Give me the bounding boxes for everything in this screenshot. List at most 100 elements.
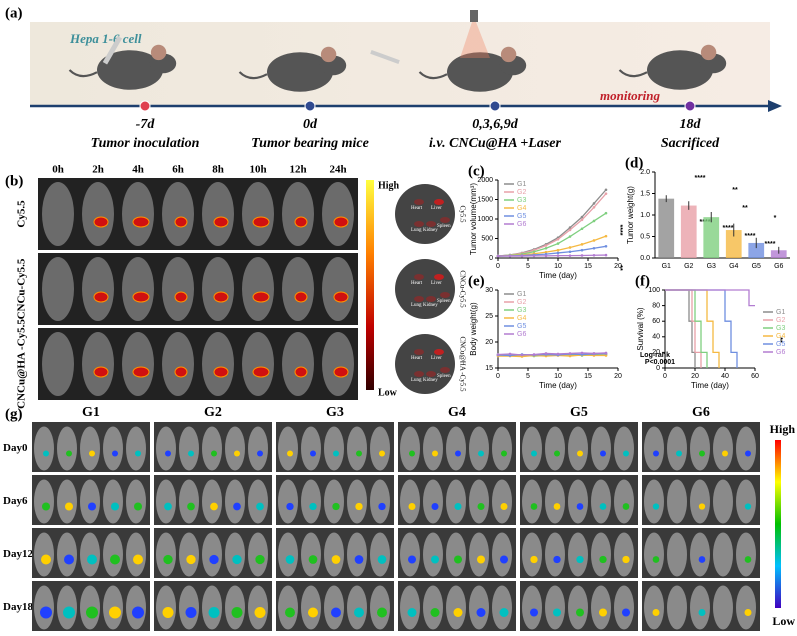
time-label: 0h	[52, 164, 64, 176]
mouse-image	[301, 479, 321, 524]
x-tick-label: 10	[554, 263, 562, 270]
luminescence	[455, 450, 461, 457]
fluorescence	[333, 216, 349, 228]
mouse-ear	[500, 46, 517, 63]
luminescence	[553, 608, 561, 617]
day-label: Day0	[3, 442, 28, 454]
panel-label: (b)	[5, 173, 23, 189]
organ-label: Lung	[411, 228, 422, 233]
mouse-image	[103, 479, 123, 524]
panel-label: (g)	[5, 406, 23, 422]
mouse-image	[469, 479, 489, 524]
mouse-image	[347, 479, 367, 524]
luminescence	[111, 502, 119, 511]
fluorescence	[132, 291, 150, 303]
annotation: Log-rank	[640, 352, 670, 359]
timeline-day: 0,3,6,9d	[472, 117, 519, 132]
luminescence	[188, 450, 194, 457]
mouse-image	[42, 182, 74, 246]
organ-label: Spleen	[437, 299, 451, 304]
time-label: 4h	[132, 164, 144, 176]
mouse-image	[202, 332, 234, 396]
organ-label: Liver	[431, 281, 442, 286]
y-tick-label: 500	[481, 235, 493, 242]
series-line	[497, 352, 607, 356]
legend-label: G6	[517, 331, 526, 338]
luminescence	[377, 607, 387, 618]
luminescence	[254, 607, 266, 618]
luminescence	[185, 607, 197, 618]
organ-row-label: CNCu@HA -Cy5.5	[458, 336, 466, 392]
timeline-day: 18d	[680, 117, 702, 132]
luminescence	[432, 450, 438, 457]
mouse-image	[736, 585, 756, 630]
organ	[426, 296, 436, 302]
luminescence	[554, 450, 560, 457]
mouse-image	[42, 257, 74, 321]
mouse-image	[400, 426, 420, 471]
mouse-image	[545, 585, 565, 630]
panel-label: (c)	[468, 163, 485, 179]
luminescence	[477, 555, 485, 564]
mouse-image	[469, 532, 489, 577]
luminescence	[310, 450, 316, 457]
annotation: **	[732, 187, 738, 194]
luminescence	[379, 450, 385, 457]
x-tick-label: 20	[614, 373, 622, 380]
organ-label: Kidney	[423, 378, 438, 383]
legend-label: G5	[776, 341, 785, 348]
y-tick-label: 20	[652, 349, 660, 356]
fluorescence	[132, 216, 150, 228]
mouse-image	[103, 532, 123, 577]
mouse-image	[242, 332, 274, 396]
luminescence	[530, 555, 538, 564]
mouse-image	[423, 426, 443, 471]
luminescence	[255, 554, 265, 565]
luminescence	[622, 503, 630, 510]
panel-label: (a)	[5, 5, 23, 21]
mouse-image	[225, 479, 245, 524]
luminescence	[698, 609, 706, 616]
bar	[703, 217, 720, 258]
arrow-head	[768, 100, 782, 112]
mouse-image	[492, 532, 512, 577]
luminescence	[622, 608, 630, 617]
mouse-image	[57, 426, 77, 471]
mouse	[418, 46, 527, 92]
mouse-image	[156, 532, 176, 577]
fluorescence	[93, 291, 109, 303]
y-tick-label: 60	[652, 318, 660, 325]
y-tick-label: 0.0	[640, 255, 650, 262]
luminescence	[623, 450, 629, 457]
organ-label: Kidney	[423, 228, 438, 233]
luminescence	[87, 554, 97, 565]
luminescence	[577, 450, 583, 457]
mouse-image	[225, 426, 245, 471]
luminescence	[476, 608, 486, 617]
annotation: ****	[723, 225, 734, 232]
luminescence	[285, 607, 295, 618]
mouse-image	[591, 426, 611, 471]
mouse-tail	[618, 69, 648, 78]
x-tick-label: 5	[526, 263, 530, 270]
luminescence	[308, 607, 318, 618]
legend-label: G4	[517, 315, 526, 322]
luminescence	[501, 450, 507, 457]
mouse-image	[126, 426, 146, 471]
mouse-image	[591, 585, 611, 630]
luminescence	[208, 607, 220, 618]
luminescence	[134, 502, 142, 511]
x-tick-label: G6	[774, 263, 783, 270]
mouse-image	[202, 479, 222, 524]
annotation: **	[776, 337, 783, 343]
mouse-image	[34, 479, 54, 524]
mouse-image	[282, 257, 314, 321]
annotation: **	[616, 265, 623, 271]
legend-label: G5	[517, 323, 526, 330]
mouse-image	[568, 426, 588, 471]
legend-label: G6	[776, 349, 785, 356]
timeline-event: Tumor bearing mice	[251, 136, 369, 151]
legend-label: G1	[517, 181, 526, 188]
mouse-image	[492, 479, 512, 524]
mouse-image	[179, 532, 199, 577]
